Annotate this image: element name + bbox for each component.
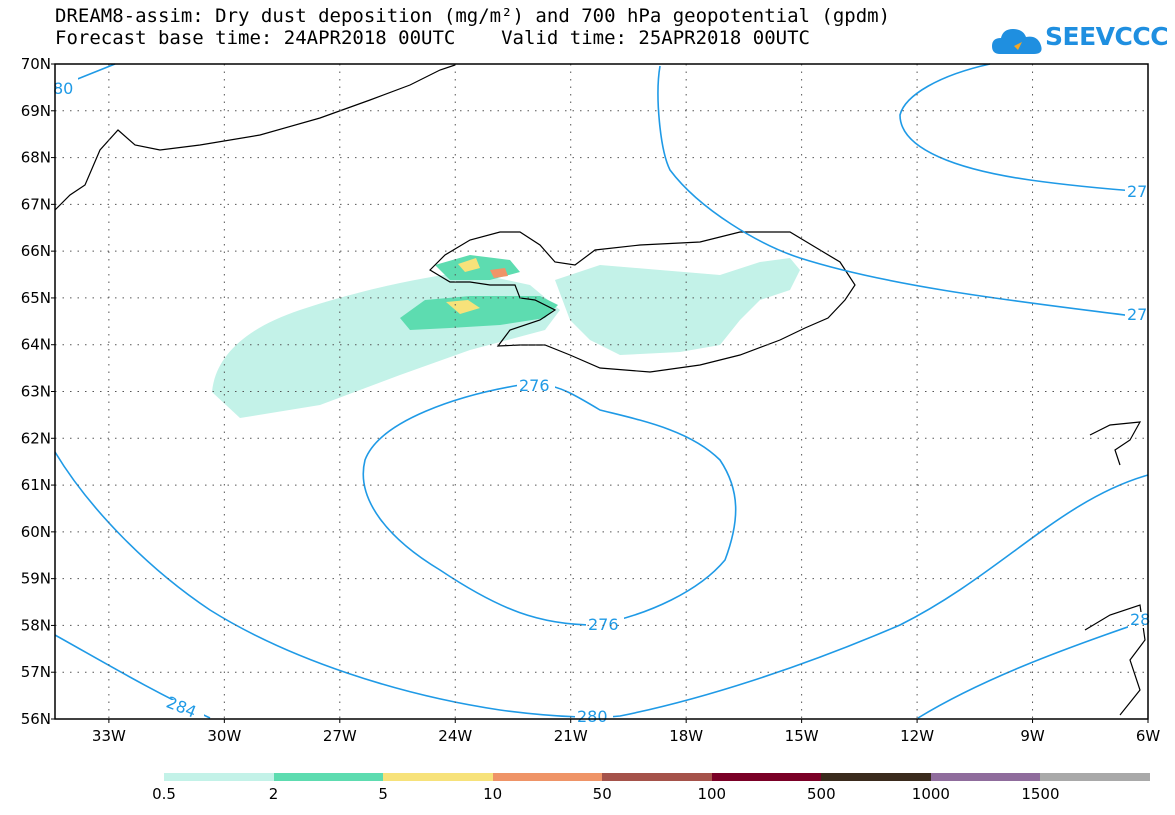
legend-label: 1000	[911, 785, 950, 803]
contour-label: 280	[577, 707, 608, 726]
contour-line	[917, 619, 1149, 719]
legend-color-swatch	[1040, 773, 1151, 781]
legend-label: 500	[807, 785, 836, 803]
legend-label: 1500	[1021, 785, 1060, 803]
lat-label: 70N	[21, 55, 51, 73]
dust-area-low	[555, 258, 800, 355]
contour-labels: 80 276 276 280 284 27 27 28	[53, 79, 1150, 726]
map-title: DREAM8-assim: Dry dust deposition (mg/m²…	[55, 5, 891, 27]
greenland-coast	[54, 64, 456, 211]
contour-line	[899, 63, 1149, 193]
lat-label: 69N	[21, 102, 51, 120]
scotland-coast	[1084, 604, 1146, 716]
latitude-axis: 70N 69N 68N 67N 66N 65N 64N 63N 62N 61N 60N 59N 58N 5…	[21, 55, 51, 728]
contour-label: 28	[1130, 610, 1150, 629]
brand-logo: SEEVCCC	[990, 22, 1170, 62]
contour-label: 276	[588, 615, 619, 634]
map-subtitle: Forecast base time: 24APR2018 00UTC Vali…	[55, 27, 810, 49]
dust-area-high	[458, 258, 480, 272]
dust-area-high	[490, 268, 508, 278]
lat-label: 61N	[21, 476, 51, 494]
lat-label: 65N	[21, 289, 51, 307]
dust-area-medium	[400, 296, 558, 330]
lat-label: 63N	[21, 383, 51, 401]
legend-color-swatch	[273, 773, 384, 781]
lon-label: 6W	[1136, 727, 1161, 745]
longitude-axis: 33W 30W 27W 24W 21W 18W 15W 12W 9W 6W	[92, 727, 1160, 745]
lon-label: 27W	[323, 727, 357, 745]
legend-label: 10	[483, 785, 503, 803]
lon-label: 18W	[669, 727, 703, 745]
contour-label: 27	[1127, 182, 1147, 201]
lat-label: 68N	[21, 149, 51, 167]
legend-label: 5	[378, 785, 388, 803]
contour-line	[362, 383, 737, 626]
cloud-logo-icon	[992, 29, 1042, 54]
axis-ticks	[51, 63, 1149, 723]
dust-deposition-shading	[212, 255, 800, 418]
dust-area-high	[446, 300, 480, 314]
lat-label: 67N	[21, 195, 51, 213]
lon-label: 21W	[554, 727, 588, 745]
iceland-coast	[429, 231, 856, 373]
brand-name: SEEVCCC	[1045, 22, 1169, 51]
lon-label: 15W	[785, 727, 819, 745]
lon-label: 9W	[1020, 727, 1045, 745]
lat-label: 59N	[21, 570, 51, 588]
contour-line	[54, 451, 1149, 718]
lon-label: 12W	[900, 727, 934, 745]
legend-label: 100	[697, 785, 727, 803]
lat-label: 60N	[21, 523, 51, 541]
lat-label: 66N	[21, 242, 51, 260]
legend-label: 2	[268, 785, 279, 803]
lat-label: 64N	[21, 336, 51, 354]
legend-label: 0.5	[152, 785, 176, 803]
contour-label: 27	[1127, 305, 1147, 324]
legend-label: 50	[592, 785, 612, 803]
legend-color-swatch	[930, 773, 1041, 781]
contour-label: 276	[519, 376, 550, 395]
lon-label: 30W	[207, 727, 241, 745]
lat-label: 62N	[21, 429, 51, 447]
contour-label: 80	[53, 79, 73, 98]
legend-color-swatch	[821, 773, 932, 781]
lon-label: 33W	[92, 727, 126, 745]
lon-label: 24W	[438, 727, 472, 745]
lat-label: 57N	[21, 663, 51, 681]
legend-color-swatch	[602, 773, 713, 781]
coastline	[54, 64, 1146, 716]
legend-color-swatch	[383, 773, 494, 781]
legend-color-swatch	[492, 773, 603, 781]
legend-color-swatch	[164, 773, 275, 781]
lat-label: 56N	[21, 710, 51, 728]
contour-line	[657, 65, 1149, 319]
lat-label: 58N	[21, 616, 51, 634]
faroe-shetland-coast	[1089, 421, 1142, 466]
legend-color-swatch	[711, 773, 822, 781]
